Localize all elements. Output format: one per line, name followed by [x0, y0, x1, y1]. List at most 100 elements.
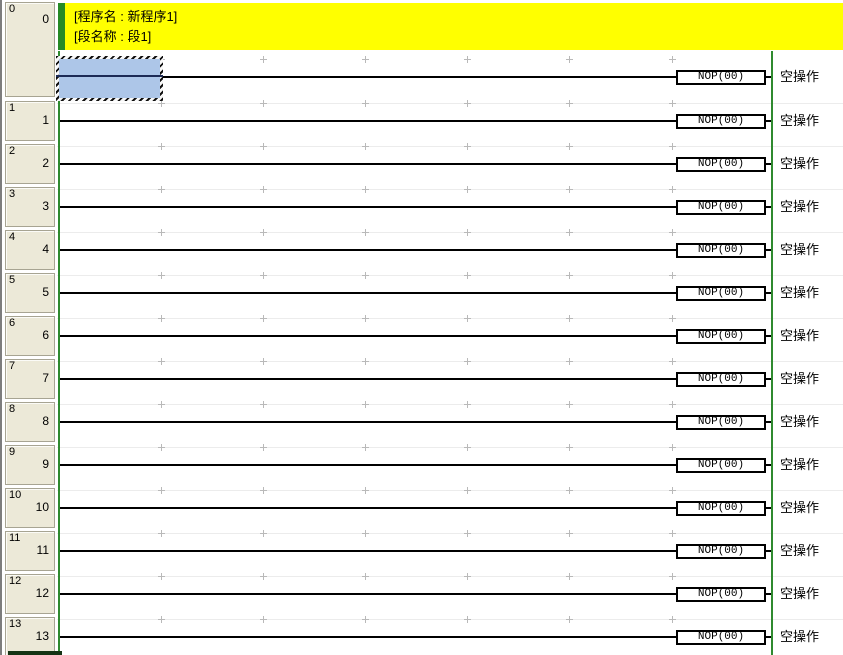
- rung-step-number: 10: [35, 500, 49, 514]
- rung-step-number: 1: [42, 113, 49, 127]
- grid-cross-mark: [260, 143, 267, 150]
- rung-index-label: 13: [9, 618, 22, 630]
- rung-comment: 空操作: [780, 242, 820, 257]
- rung-line[interactable]: [60, 292, 676, 294]
- rung-line[interactable]: [60, 464, 676, 466]
- nop-instruction-box[interactable]: NOP(00): [676, 372, 766, 387]
- row-separator: [57, 361, 843, 362]
- nop-instruction-box[interactable]: NOP(00): [676, 70, 766, 85]
- nop-instruction-box[interactable]: NOP(00): [676, 544, 766, 559]
- grid-cross-mark: [464, 56, 471, 63]
- grid-cross-mark: [566, 56, 573, 63]
- rung-line[interactable]: [60, 593, 676, 595]
- nop-instruction-box[interactable]: NOP(00): [676, 114, 766, 129]
- grid-cross-mark: [669, 401, 676, 408]
- grid-cross-mark: [260, 616, 267, 623]
- rung-step-number: 12: [35, 586, 49, 600]
- rung-comment: 空操作: [780, 113, 820, 128]
- rung-number-cell[interactable]: 13 13: [5, 617, 55, 655]
- nop-instruction-box[interactable]: NOP(00): [676, 200, 766, 215]
- grid-cross-mark: [566, 573, 573, 580]
- right-bus-bar: [771, 51, 773, 655]
- grid-cross-mark: [669, 56, 676, 63]
- nop-instruction-box[interactable]: NOP(00): [676, 243, 766, 258]
- rung-index-label: 5: [9, 274, 16, 286]
- nop-instruction-box[interactable]: NOP(00): [676, 286, 766, 301]
- grid-cross-mark: [362, 56, 369, 63]
- grid-cross-mark: [260, 444, 267, 451]
- nop-instruction-box[interactable]: NOP(00): [676, 630, 766, 645]
- grid-cross-mark: [669, 573, 676, 580]
- rung-line[interactable]: [60, 335, 676, 337]
- rung-number-cell[interactable]: 11 11: [5, 531, 55, 571]
- row-separator: [57, 447, 843, 448]
- rung-line[interactable]: [60, 249, 676, 251]
- rung-line[interactable]: [60, 507, 676, 509]
- nop-instruction-box[interactable]: NOP(00): [676, 329, 766, 344]
- rung-index-label: 9: [9, 446, 16, 458]
- row-separator: [57, 146, 843, 147]
- selected-cell[interactable]: [56, 56, 163, 101]
- rung-step-number: 7: [42, 371, 49, 385]
- rung-output-stub: [766, 120, 771, 122]
- rung-comment: 空操作: [780, 328, 820, 343]
- grid-cross-mark: [362, 444, 369, 451]
- rung-output-stub: [766, 550, 771, 552]
- grid-cross-mark: [566, 272, 573, 279]
- rung-index-label: 0: [9, 3, 16, 15]
- rung-line-selected-segment: [56, 75, 163, 77]
- rung-number-cell[interactable]: 12 12: [5, 574, 55, 614]
- rung-step-number: 3: [42, 199, 49, 213]
- window-left-border: [0, 0, 2, 655]
- rung-output-stub: [766, 636, 771, 638]
- nop-instruction-box[interactable]: NOP(00): [676, 157, 766, 172]
- rung-comment: 空操作: [780, 285, 820, 300]
- grid-cross-mark: [566, 186, 573, 193]
- section-marker-bar: [58, 3, 65, 50]
- grid-cross-mark: [362, 315, 369, 322]
- rung-line[interactable]: [60, 421, 676, 423]
- rung-output-stub: [766, 206, 771, 208]
- row-separator: [57, 103, 843, 104]
- next-row-partial: [8, 651, 62, 655]
- rung-line[interactable]: [163, 76, 676, 78]
- rung-index-label: 1: [9, 102, 16, 114]
- grid-cross-mark: [566, 143, 573, 150]
- rung-step-number: 11: [36, 543, 49, 557]
- rung-number-cell[interactable]: 10 10: [5, 488, 55, 528]
- grid-cross-mark: [566, 100, 573, 107]
- grid-cross-mark: [669, 358, 676, 365]
- grid-cross-mark: [260, 229, 267, 236]
- grid-cross-mark: [158, 229, 165, 236]
- rung-line[interactable]: [60, 120, 676, 122]
- rung-line[interactable]: [60, 206, 676, 208]
- row-separator: [57, 275, 843, 276]
- grid-cross-mark: [464, 229, 471, 236]
- section-banner[interactable]: [程序名 : 新程序1] [段名称 : 段1]: [65, 3, 843, 50]
- grid-cross-mark: [669, 186, 676, 193]
- rung-line[interactable]: [60, 550, 676, 552]
- nop-instruction-box[interactable]: NOP(00): [676, 501, 766, 516]
- rung-index-label: 2: [9, 145, 16, 157]
- nop-instruction-box[interactable]: NOP(00): [676, 458, 766, 473]
- rung-line[interactable]: [60, 163, 676, 165]
- rung-step-number: 9: [42, 457, 49, 471]
- nop-instruction-box[interactable]: NOP(00): [676, 415, 766, 430]
- section-name-label: [段名称 : 段1]: [74, 29, 152, 44]
- grid-cross-mark: [260, 315, 267, 322]
- nop-instruction-box[interactable]: NOP(00): [676, 587, 766, 602]
- rung-line[interactable]: [60, 378, 676, 380]
- rung-line[interactable]: [60, 636, 676, 638]
- grid-cross-mark: [362, 272, 369, 279]
- grid-cross-mark: [158, 315, 165, 322]
